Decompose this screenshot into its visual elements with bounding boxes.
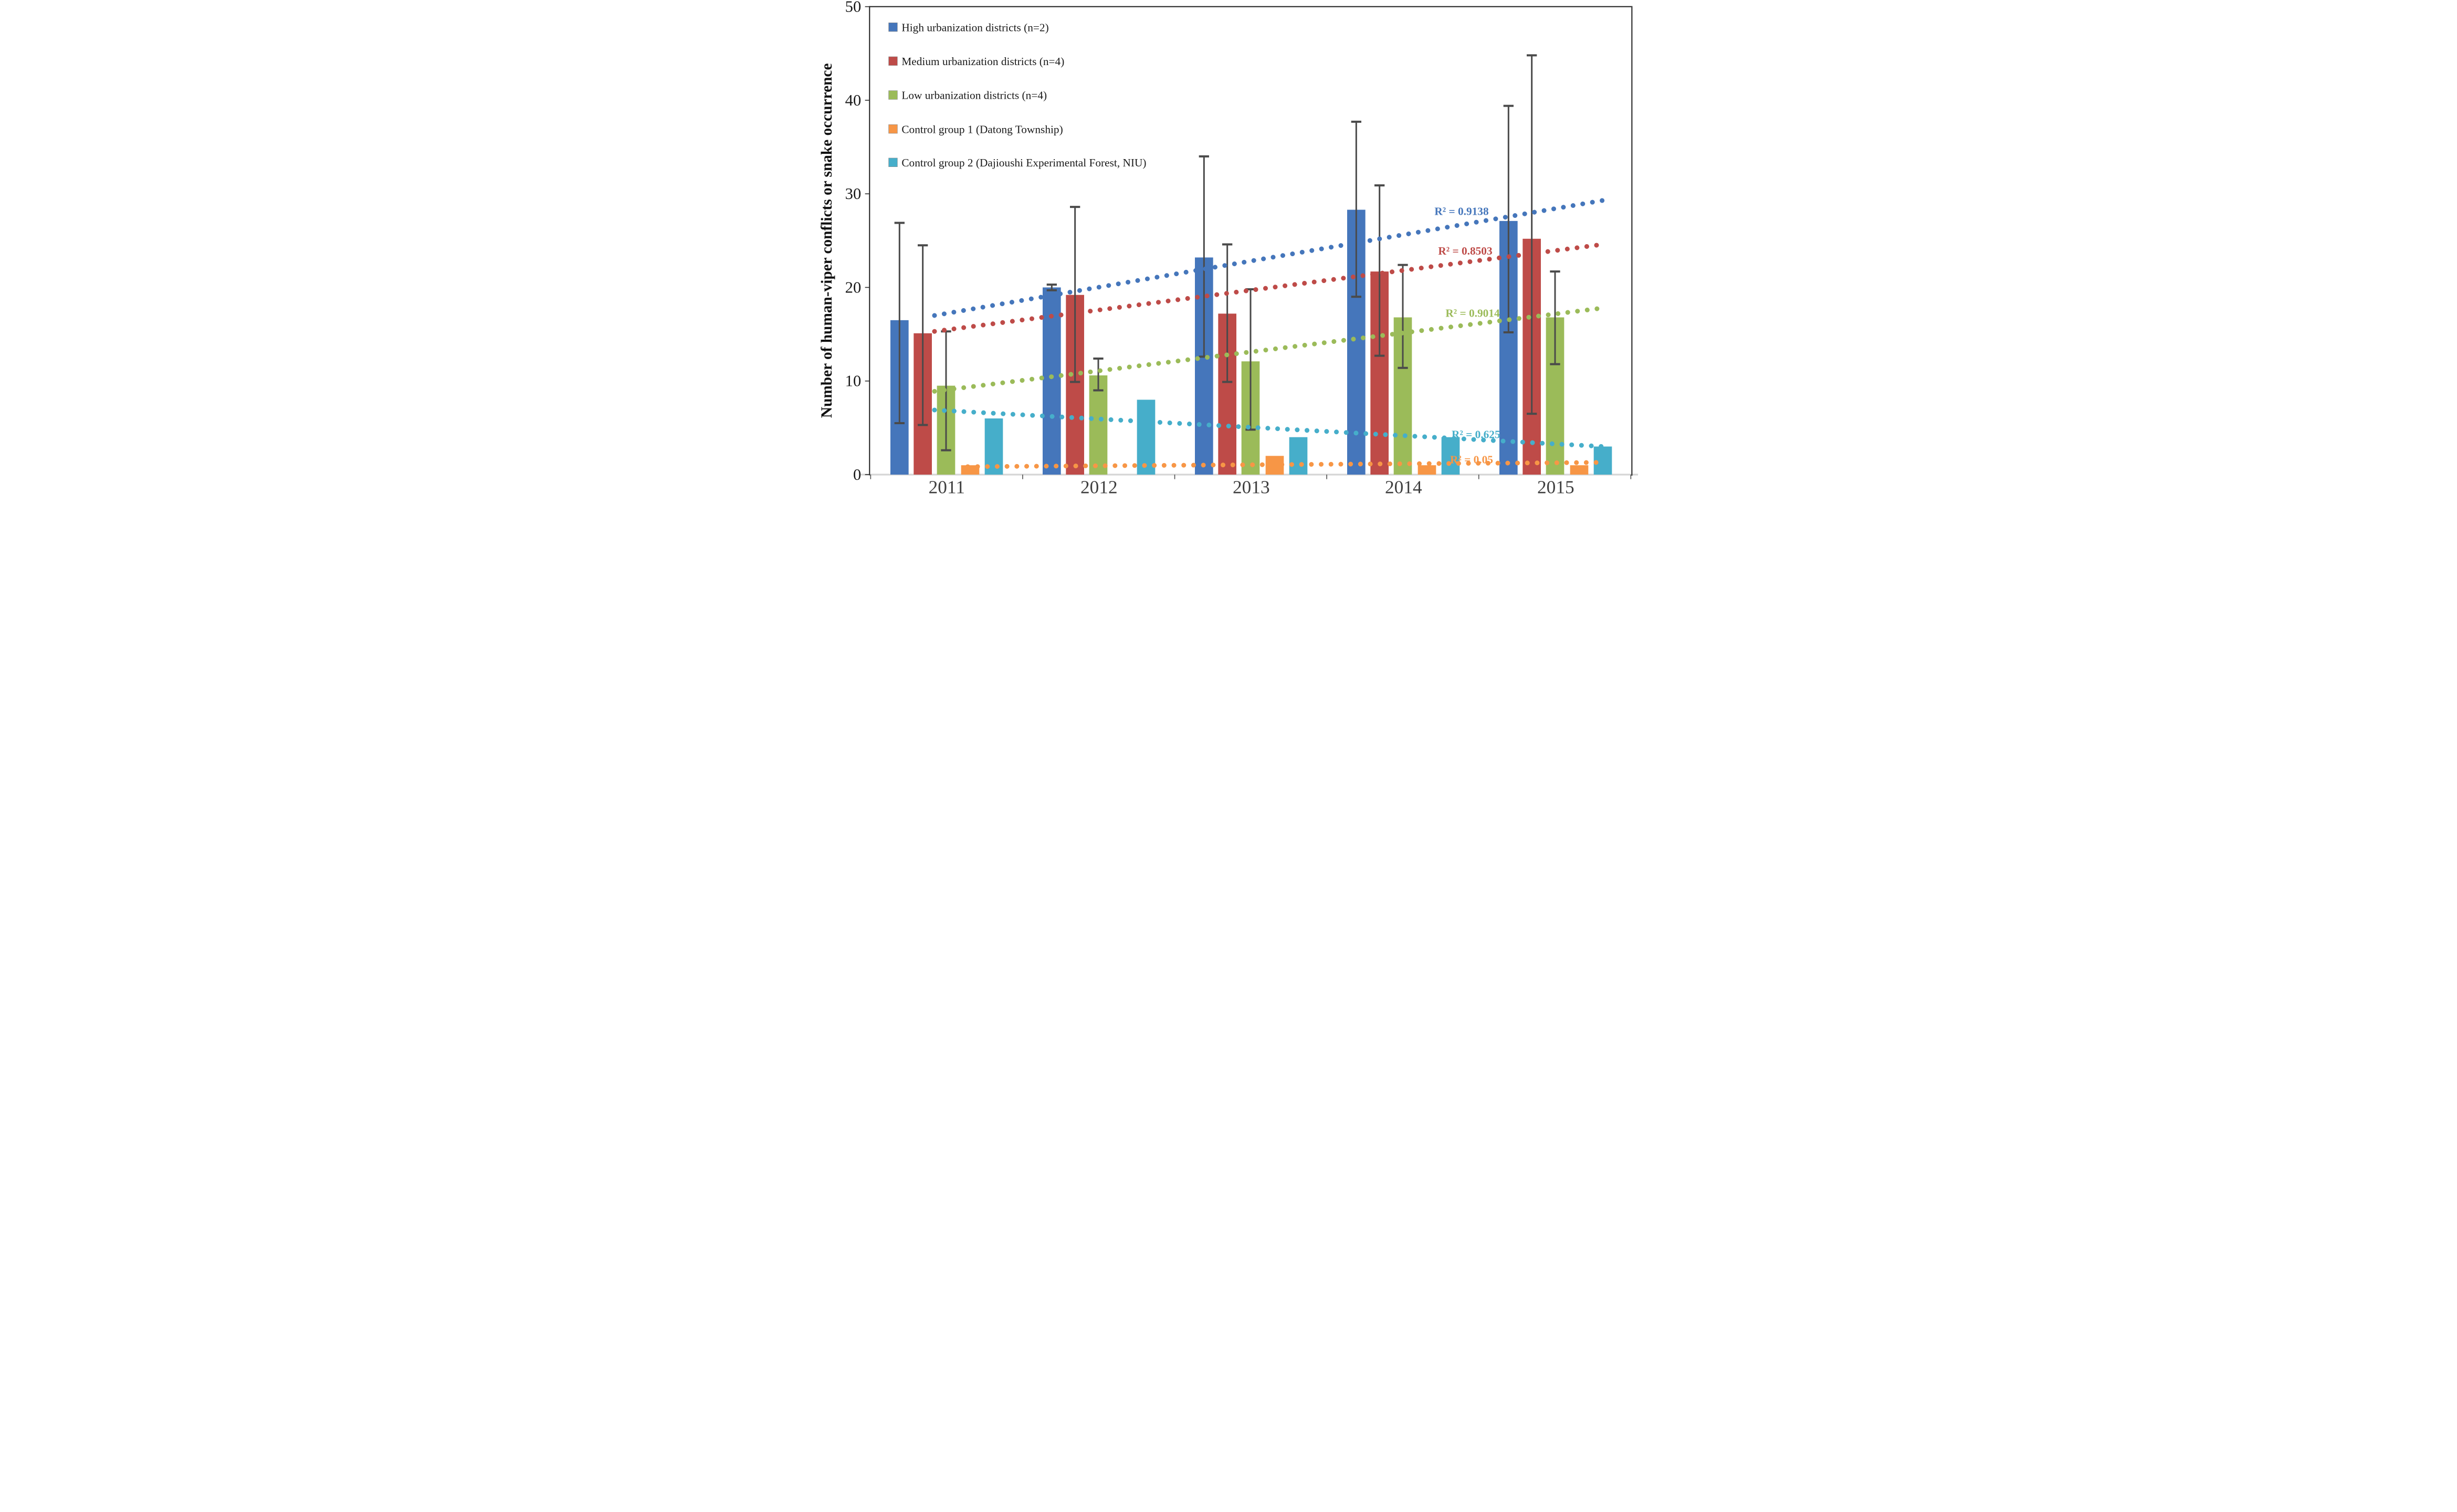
legend-swatch-icon — [888, 56, 898, 66]
bars-layer — [890, 209, 1612, 475]
legend-item-1: High urbanization districts (n=2) — [888, 21, 1049, 34]
legend-item-5: Control group 2 (Dajioushi Experimental … — [888, 156, 1147, 169]
r2-labels-layer: R² = 0.9138 R² = 0.8503 R² = 0.9014 R² = 0.… — [1434, 205, 1500, 466]
error-bars-layer — [894, 54, 1560, 452]
y-tick-label: 10 — [845, 372, 862, 390]
legend-label: Low urbanization districts (n=4) — [901, 89, 1047, 102]
x-axis-year-label: 2012 — [1080, 477, 1118, 497]
legend-swatch-icon — [888, 158, 898, 167]
error-bar-series1-2011 — [894, 222, 905, 424]
error-bar-series1-2015 — [1503, 104, 1514, 334]
bar-series3-2012 — [1089, 375, 1108, 475]
error-bar-series2-2013 — [1222, 243, 1233, 383]
legend-label: Control group 2 (Dajioushi Experimental … — [901, 156, 1146, 169]
legend-swatch-icon — [888, 23, 898, 32]
x-axis-year-label: 2015 — [1537, 477, 1574, 497]
legend-swatch-icon — [888, 124, 898, 134]
legend-label: Control group 1 (Datong Township) — [901, 123, 1063, 135]
r2-label-series4: R² = 0.05 — [1450, 453, 1493, 466]
trendline-series3 — [932, 306, 1605, 394]
legend-label: High urbanization districts (n=2) — [901, 21, 1048, 34]
bar-series5-2014 — [1441, 437, 1460, 475]
legend-swatch-icon — [888, 90, 898, 100]
x-axis-year-label: 2014 — [1385, 477, 1422, 497]
bar-series4-2015 — [1570, 465, 1589, 475]
error-bar-series2-2014 — [1374, 184, 1385, 357]
error-bar-series2-2015 — [1527, 54, 1537, 415]
y-axis-title: Number of human-viper conflicts or snake… — [819, 64, 835, 418]
error-bar-series3-2012 — [1093, 357, 1104, 392]
y-tick-label: 40 — [845, 91, 862, 109]
error-bar-series3-2014 — [1398, 264, 1408, 369]
figure-container: 0 10 20 30 40 50 2011 2012 2013 2014 2015 Number of… — [819, 0, 1638, 504]
y-tick-label: 50 — [845, 0, 862, 16]
trendlines-layer — [932, 198, 1605, 469]
bar-series4-2014 — [1418, 465, 1436, 475]
y-tick-label: 30 — [845, 185, 862, 203]
trendline-series4 — [965, 460, 1605, 469]
bar-series5-2012 — [1137, 400, 1156, 475]
x-axis-year-label: 2013 — [1233, 477, 1270, 497]
legend: High urbanization districts (n=2) Medium … — [888, 21, 1147, 169]
x-axis-ticks: 2011 2012 2013 2014 2015 — [870, 475, 1632, 497]
r2-label-series1: R² = 0.9138 — [1434, 205, 1488, 217]
y-tick-label: 0 — [853, 466, 861, 484]
x-axis-year-label: 2011 — [929, 477, 965, 497]
legend-item-3: Low urbanization districts (n=4) — [888, 89, 1047, 102]
trendline-series2 — [932, 242, 1605, 334]
bar-series5-2013 — [1289, 437, 1308, 475]
error-bar-series3-2015 — [1550, 270, 1560, 365]
trendline-series5 — [932, 407, 1605, 449]
y-tick-label: 20 — [845, 278, 862, 296]
legend-item-2: Medium urbanization districts (n=4) — [888, 55, 1064, 68]
error-bar-series2-2012 — [1070, 206, 1080, 383]
legend-label: Medium urbanization districts (n=4) — [901, 55, 1064, 68]
error-bar-series1-2014 — [1351, 120, 1361, 298]
r2-label-series5: R² = 0.625 — [1452, 428, 1500, 441]
bar-chart: 0 10 20 30 40 50 2011 2012 2013 2014 2015 Number of… — [819, 0, 1638, 504]
r2-label-series3: R² = 0.9014 — [1445, 307, 1500, 319]
r2-label-series2: R² = 0.8503 — [1438, 245, 1492, 257]
error-bar-series1-2012 — [1046, 284, 1057, 291]
y-axis-ticks: 0 10 20 30 40 50 — [845, 0, 870, 484]
bar-series1-2012 — [1043, 287, 1061, 475]
legend-item-4: Control group 1 (Datong Township) — [888, 123, 1063, 135]
error-bar-series2-2011 — [918, 244, 928, 426]
